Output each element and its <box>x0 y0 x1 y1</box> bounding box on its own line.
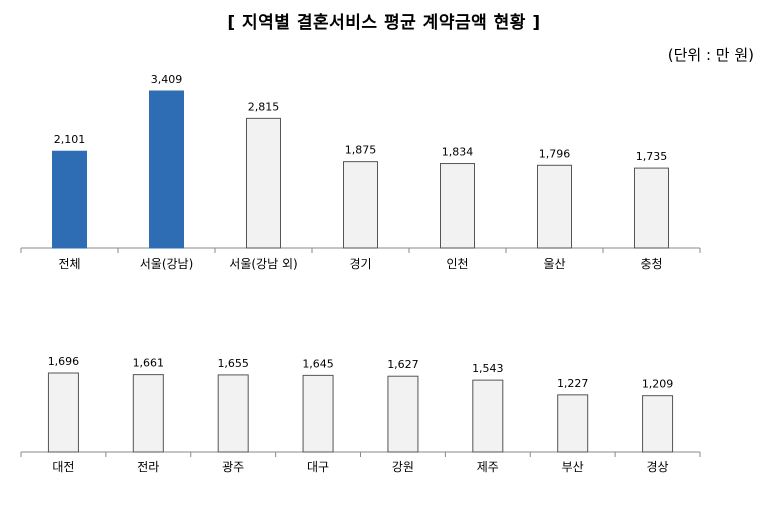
category-label: 대구 <box>307 460 329 474</box>
data-label: 1,661 <box>133 357 165 370</box>
data-label: 1,227 <box>557 377 589 390</box>
category-label: 대전 <box>52 460 74 474</box>
bar <box>472 379 504 453</box>
bar <box>557 394 589 453</box>
category-label: 서울(강남) <box>140 257 194 271</box>
data-label: 1,645 <box>302 357 334 370</box>
category-label: 제주 <box>477 460 499 474</box>
data-label: 3,409 <box>151 73 183 86</box>
bar <box>52 150 87 249</box>
bar <box>47 372 79 453</box>
category-label: 울산 <box>543 257 565 271</box>
data-label: 1,655 <box>217 357 249 370</box>
category-label: 전체 <box>58 257 80 271</box>
data-label: 2,101 <box>54 133 86 146</box>
category-label: 광주 <box>222 460 244 474</box>
unit-label: (단위 : 만 원) <box>667 46 754 64</box>
bar <box>246 117 281 249</box>
category-label: 부산 <box>562 460 584 474</box>
data-label: 1,209 <box>642 378 674 391</box>
data-label: 1,543 <box>472 362 504 375</box>
bar <box>537 164 572 249</box>
category-label: 경기 <box>349 257 371 271</box>
bar <box>343 161 378 249</box>
bar <box>217 374 249 453</box>
data-label: 1,875 <box>345 144 377 157</box>
category-label: 서울(강남 외) <box>229 257 297 271</box>
bar <box>132 374 164 453</box>
category-label: 충청 <box>640 257 662 271</box>
bar <box>302 374 334 453</box>
bar <box>440 163 475 249</box>
category-label: 경상 <box>647 460 669 474</box>
bar <box>387 375 419 453</box>
bar <box>634 167 669 249</box>
data-label: 1,627 <box>387 358 419 371</box>
category-label: 전라 <box>137 460 159 474</box>
category-label: 인천 <box>446 256 468 271</box>
data-label: 1,834 <box>442 146 474 159</box>
data-label: 1,735 <box>636 150 668 163</box>
data-label: 1,696 <box>48 355 80 368</box>
category-label: 강원 <box>392 460 414 474</box>
bar <box>149 90 184 249</box>
bar <box>642 395 674 453</box>
data-label: 2,815 <box>248 100 280 113</box>
chart-title: [ 지역별 결혼서비스 평균 계약금액 현황 ] <box>227 13 541 33</box>
data-label: 1,796 <box>539 147 571 160</box>
